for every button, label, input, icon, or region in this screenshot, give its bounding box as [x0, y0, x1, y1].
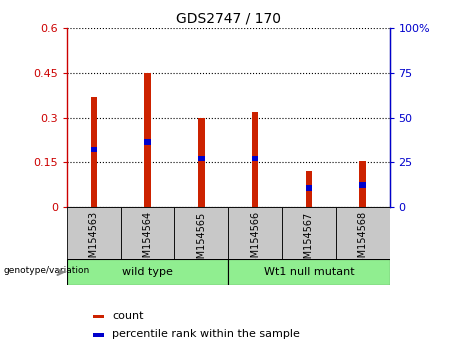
Bar	[198, 155, 205, 161]
Text: Wt1 null mutant: Wt1 null mutant	[264, 267, 354, 277]
Bar	[282, 207, 336, 260]
Bar	[336, 207, 390, 260]
Bar	[93, 315, 104, 318]
Title: GDS2747 / 170: GDS2747 / 170	[176, 12, 281, 26]
Bar	[198, 118, 205, 207]
Text: GSM154567: GSM154567	[304, 211, 314, 270]
Text: GSM154563: GSM154563	[89, 211, 99, 270]
Bar	[252, 112, 258, 207]
Text: GSM154568: GSM154568	[358, 211, 368, 270]
Bar	[67, 259, 228, 285]
Bar	[144, 139, 151, 144]
Bar	[228, 259, 390, 285]
Bar	[144, 73, 151, 207]
Bar	[306, 171, 312, 207]
Bar	[306, 185, 312, 191]
Text: count: count	[112, 310, 143, 321]
Text: wild type: wild type	[122, 267, 173, 277]
Bar	[360, 161, 366, 207]
Bar	[90, 97, 97, 207]
Text: percentile rank within the sample: percentile rank within the sample	[112, 329, 300, 339]
Bar	[93, 333, 104, 337]
Text: GSM154566: GSM154566	[250, 211, 260, 270]
Text: genotype/variation: genotype/variation	[3, 267, 89, 275]
Text: GSM154565: GSM154565	[196, 211, 207, 270]
Bar	[174, 207, 228, 260]
Bar	[121, 207, 174, 260]
Bar	[360, 182, 366, 188]
Bar	[67, 207, 121, 260]
Bar	[90, 147, 97, 152]
Bar	[228, 207, 282, 260]
Bar	[252, 155, 258, 161]
Text: GSM154564: GSM154564	[142, 211, 153, 270]
